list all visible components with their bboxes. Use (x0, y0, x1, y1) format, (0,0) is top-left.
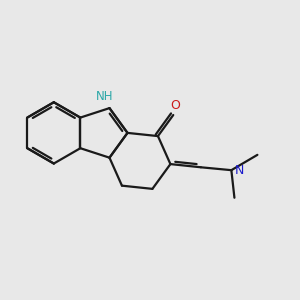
Text: NH: NH (96, 90, 114, 103)
Text: N: N (235, 164, 244, 177)
Text: O: O (170, 99, 180, 112)
